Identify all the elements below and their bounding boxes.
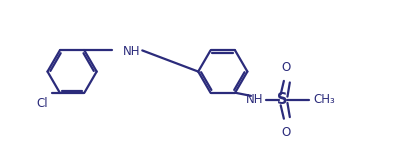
Text: Cl: Cl	[36, 97, 48, 110]
Text: O: O	[281, 61, 291, 74]
Text: O: O	[281, 126, 291, 139]
Text: S: S	[277, 92, 288, 107]
Text: NH: NH	[123, 45, 140, 58]
Text: CH₃: CH₃	[313, 93, 335, 106]
Text: NH: NH	[246, 93, 263, 106]
